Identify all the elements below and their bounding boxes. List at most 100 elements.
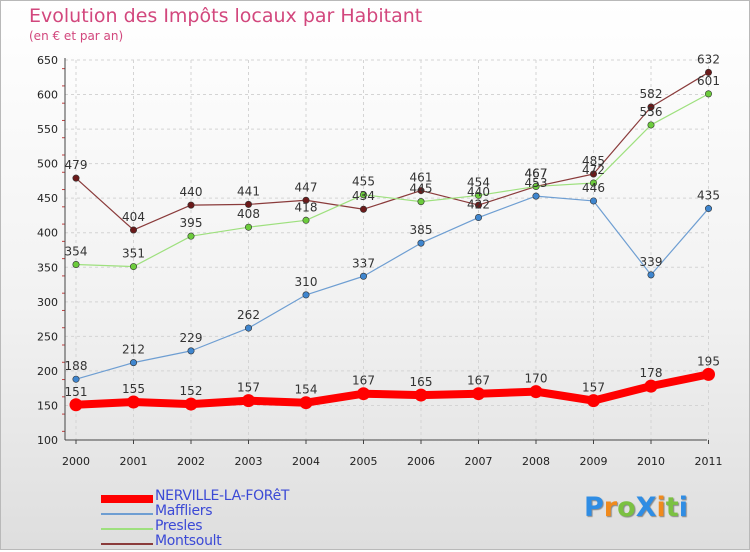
data-point xyxy=(69,398,83,412)
logo-letter: i xyxy=(656,492,666,523)
data-point xyxy=(474,191,482,199)
data-label: 339 xyxy=(640,255,663,269)
logo-letter: X xyxy=(635,492,657,523)
data-point xyxy=(589,179,597,187)
data-label: 461 xyxy=(410,171,433,185)
data-label: 582 xyxy=(640,87,663,101)
data-point xyxy=(302,216,310,224)
data-label: 310 xyxy=(295,275,318,289)
data-label: 351 xyxy=(122,247,145,261)
data-label: 157 xyxy=(237,381,260,395)
data-point xyxy=(647,103,655,111)
x-tick-label: 2011 xyxy=(695,455,723,468)
data-label: 440 xyxy=(467,185,490,199)
data-label: 453 xyxy=(525,176,548,190)
data-point xyxy=(532,192,540,200)
data-label: 455 xyxy=(352,175,375,189)
series-line-3 xyxy=(75,71,709,231)
data-point xyxy=(359,205,367,213)
data-label: 385 xyxy=(410,223,433,237)
data-point xyxy=(647,121,655,129)
data-point xyxy=(589,170,597,178)
data-point xyxy=(72,174,80,182)
data-label: 441 xyxy=(237,184,260,198)
data-point xyxy=(589,197,597,205)
x-tick-label: 2010 xyxy=(637,455,665,468)
data-label: 157 xyxy=(582,381,605,395)
data-label: 472 xyxy=(582,163,605,177)
legend-label: NERVILLE-LA-FORêT xyxy=(155,488,290,504)
data-label: 354 xyxy=(65,245,88,259)
legend-swatch xyxy=(101,543,153,545)
data-label: 262 xyxy=(237,308,260,322)
data-point xyxy=(587,394,600,408)
data-point xyxy=(130,226,138,234)
data-label: 404 xyxy=(122,210,145,224)
data-point xyxy=(414,388,428,402)
data-label: 435 xyxy=(697,189,720,203)
data-point xyxy=(474,214,482,222)
data-label: 408 xyxy=(237,207,260,221)
y-tick-label: 400 xyxy=(37,227,58,240)
data-label: 467 xyxy=(525,166,548,180)
series-line-2 xyxy=(75,93,709,268)
data-label: 155 xyxy=(122,382,145,396)
data-point xyxy=(472,387,485,401)
data-point xyxy=(245,324,253,332)
y-tick-label: 350 xyxy=(37,261,58,274)
chart-subtitle: (en € et par an) xyxy=(29,29,124,43)
data-label: 337 xyxy=(352,256,375,270)
data-point xyxy=(187,232,195,240)
data-label: 422 xyxy=(467,198,490,212)
data-point xyxy=(302,196,310,204)
data-label: 229 xyxy=(180,331,203,345)
data-point xyxy=(184,397,198,411)
data-label: 447 xyxy=(295,180,318,194)
y-tick-label: 300 xyxy=(37,296,58,309)
data-label: 165 xyxy=(410,375,433,389)
proxiti-logo: ProXiti xyxy=(584,492,688,523)
chart-title: Evolution des Impôts locaux par Habitant xyxy=(29,5,423,27)
data-point xyxy=(357,387,370,401)
y-tick-label: 550 xyxy=(37,123,58,136)
x-tick-label: 2000 xyxy=(62,455,90,468)
data-point xyxy=(299,396,313,410)
data-point xyxy=(187,201,195,209)
data-label: 446 xyxy=(582,181,605,195)
legend-swatch xyxy=(101,513,153,515)
data-point xyxy=(127,395,140,409)
data-point xyxy=(647,271,655,279)
data-point xyxy=(417,187,425,195)
data-point xyxy=(704,90,712,98)
legend-label: Maffliers xyxy=(155,503,213,519)
data-label: 395 xyxy=(180,216,203,230)
data-label: 601 xyxy=(697,74,720,88)
data-point xyxy=(72,261,80,269)
data-label: 418 xyxy=(295,200,318,214)
y-tick-label: 600 xyxy=(37,89,58,102)
data-label: 434 xyxy=(352,189,375,203)
logo-letter: o xyxy=(617,492,636,523)
data-point xyxy=(702,367,715,381)
y-tick-label: 100 xyxy=(37,434,58,447)
legend-label: Presles xyxy=(155,518,203,534)
x-tick-label: 2005 xyxy=(350,455,378,468)
y-tick-label: 150 xyxy=(37,399,58,412)
data-label: 212 xyxy=(122,343,145,357)
x-tick-label: 2007 xyxy=(465,455,493,468)
data-label: 485 xyxy=(582,154,605,168)
data-label: 188 xyxy=(65,359,88,373)
data-label: 178 xyxy=(640,366,663,380)
data-point xyxy=(359,272,367,280)
x-tick-label: 2004 xyxy=(292,455,320,468)
data-label: 440 xyxy=(180,185,203,199)
y-tick-label: 500 xyxy=(37,158,58,171)
data-label: 195 xyxy=(697,354,720,368)
data-point xyxy=(529,385,543,399)
data-point xyxy=(417,239,425,247)
x-tick-label: 2001 xyxy=(120,455,148,468)
y-tick-label: 450 xyxy=(37,192,58,205)
logo-letter: i xyxy=(678,492,688,523)
